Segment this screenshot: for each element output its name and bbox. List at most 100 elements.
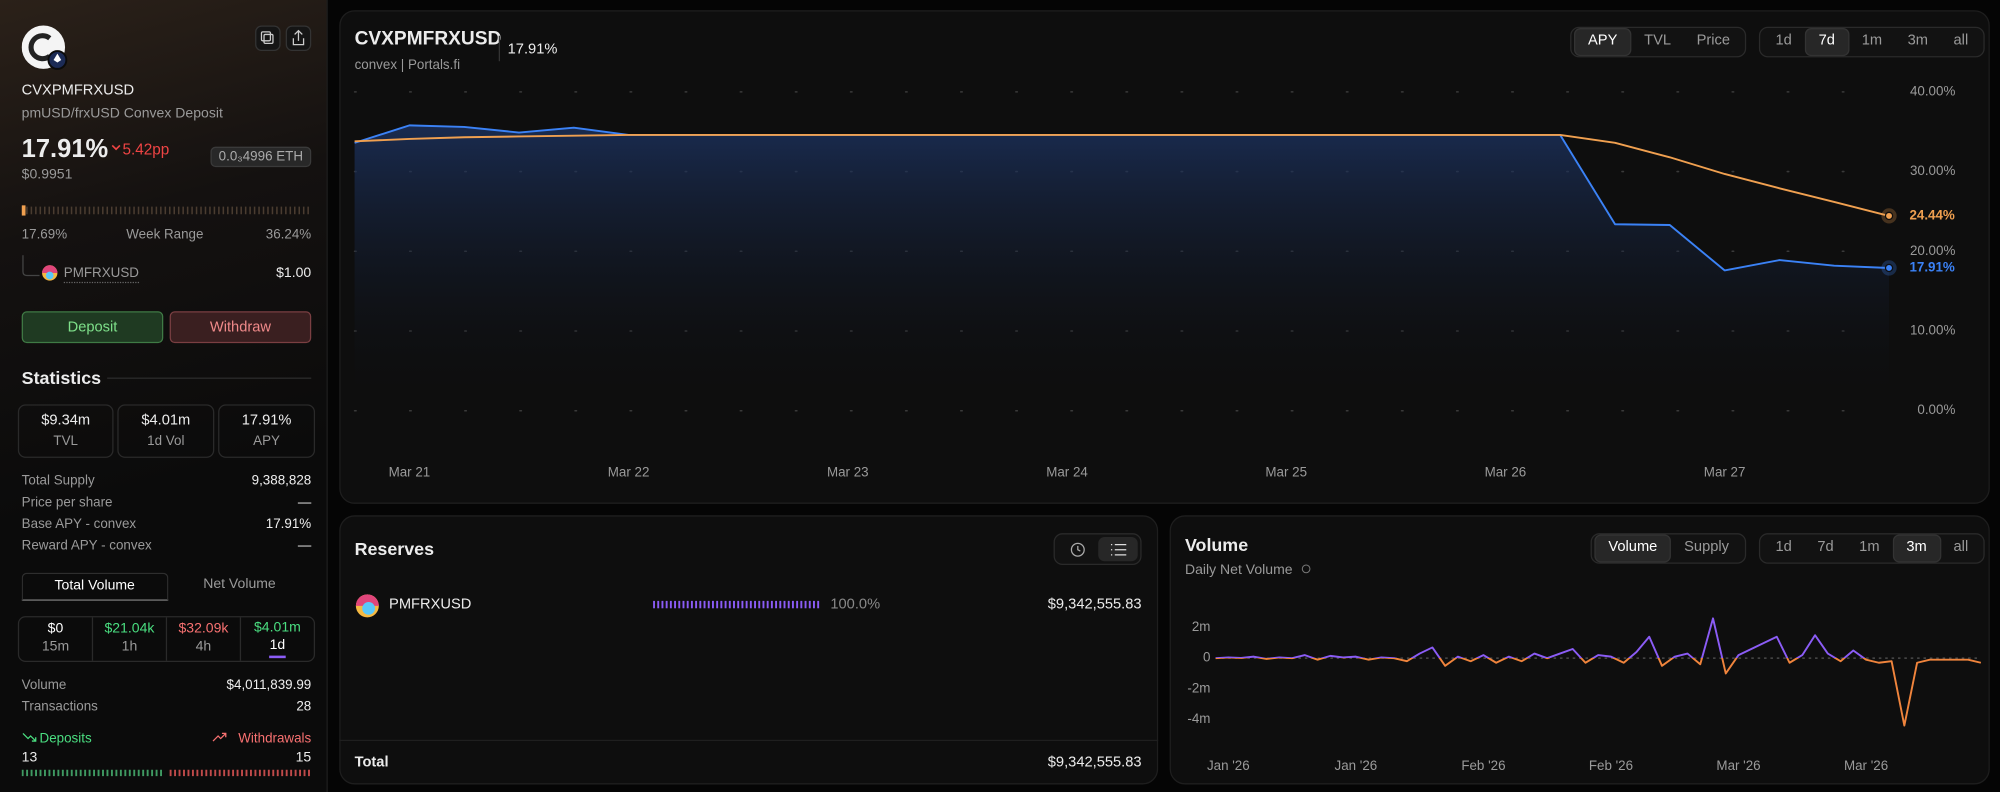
deposit-icon bbox=[22, 732, 37, 742]
stat-label: 1d Vol bbox=[147, 433, 185, 449]
info-icon[interactable] bbox=[1301, 564, 1311, 574]
tab-button[interactable]: all bbox=[1953, 539, 1969, 556]
volume-period-tabs: 1d 7d 1m 3m all bbox=[1758, 533, 1985, 564]
tab-button[interactable]: Volume bbox=[1594, 534, 1672, 563]
x-tick-label: Mar 23 bbox=[827, 465, 869, 480]
underlying-price: $1.00 bbox=[276, 265, 312, 281]
stat-row: Base APY - convex 17.91% bbox=[22, 517, 312, 539]
separator bbox=[498, 35, 500, 62]
x-tick-label: Mar '26 bbox=[1716, 758, 1760, 773]
area bbox=[354, 125, 1890, 411]
apy-change: 5.42pp bbox=[122, 140, 170, 159]
tab-button[interactable]: 1d bbox=[1775, 539, 1792, 556]
symbol: CVXPMFRXUSD bbox=[21, 82, 135, 99]
row-value: — bbox=[297, 494, 312, 511]
deposit-count: 13 bbox=[21, 749, 38, 766]
sidebar bbox=[0, 0, 328, 792]
tab-button[interactable]: Supply bbox=[1684, 539, 1729, 556]
tab-button[interactable]: 3m bbox=[1892, 534, 1941, 563]
x-tick-label: Feb '26 bbox=[1589, 758, 1633, 773]
period-cell[interactable]: $0 15m bbox=[19, 617, 92, 660]
y-tick-label: 2m bbox=[1192, 619, 1211, 634]
tab-button[interactable]: 1d bbox=[1775, 33, 1792, 49]
end-point bbox=[1884, 211, 1894, 221]
share-button[interactable] bbox=[285, 25, 312, 52]
history-button[interactable] bbox=[1057, 540, 1098, 558]
metric-tabs: APY TVL Price bbox=[1570, 26, 1747, 58]
period-cells: $0 15m $21.04k 1h $32.09k 4h $4.01m 1d bbox=[17, 616, 316, 662]
tab-button[interactable]: APY bbox=[1573, 28, 1632, 56]
line bbox=[354, 133, 1890, 217]
period-label: 4h bbox=[195, 638, 212, 654]
row-label: Volume bbox=[21, 677, 67, 693]
volume-tab[interactable]: Net Volume bbox=[203, 576, 276, 592]
total-label: Total bbox=[354, 755, 389, 771]
x-tick-label: Feb '26 bbox=[1461, 758, 1505, 773]
stat-value: $4.01m bbox=[141, 412, 191, 428]
withdrawal-count: 15 bbox=[295, 749, 312, 766]
tab-button[interactable]: all bbox=[1953, 33, 1969, 49]
period-value: $32.09k bbox=[178, 620, 229, 636]
apy: 17.91% bbox=[21, 135, 109, 164]
tab-button[interactable]: 7d bbox=[1817, 539, 1834, 556]
statistics-title: Statistics bbox=[21, 367, 102, 388]
period-cell[interactable]: $32.09k 4h bbox=[165, 617, 240, 661]
x-tick-label: Mar 22 bbox=[608, 465, 650, 480]
x-tick-label: Mar 25 bbox=[1265, 465, 1307, 480]
volume-subtitle: Daily Net Volume bbox=[1184, 562, 1293, 578]
reserves-card bbox=[339, 515, 1159, 785]
withdraw-button[interactable]: Withdraw bbox=[169, 311, 312, 344]
volume-tab[interactable]: Total Volume bbox=[21, 572, 168, 601]
underlying-symbol[interactable]: PMFRXUSD bbox=[63, 265, 139, 283]
tab-button[interactable]: 1m bbox=[1859, 539, 1880, 556]
list-button[interactable] bbox=[1098, 536, 1138, 562]
eth-price: 0.0₃4996 ETH bbox=[210, 146, 312, 168]
x-tick-label: Mar '26 bbox=[1844, 758, 1888, 773]
copy-icon bbox=[260, 31, 274, 45]
line bbox=[1215, 617, 1982, 727]
row-label: Base APY - convex bbox=[21, 516, 137, 532]
period-label: 1d bbox=[269, 638, 286, 658]
row-value: $4,011,839.99 bbox=[226, 677, 312, 693]
divider bbox=[339, 739, 1159, 742]
range-low: 17.69% bbox=[21, 227, 68, 243]
stat-cards: $9.34m TVL $4.01m 1d Vol 17.91% APY bbox=[17, 404, 316, 458]
summary-rows: Volume $4,011,839.99 Transactions 28 bbox=[22, 677, 312, 720]
summary-row: Volume $4,011,839.99 bbox=[22, 677, 312, 699]
history-icon bbox=[1070, 542, 1085, 557]
reserve-value: $9,342,555.83 bbox=[1047, 596, 1142, 613]
total-value: $9,342,555.83 bbox=[1047, 755, 1142, 771]
x-tick-label: Jan '26 bbox=[1335, 758, 1378, 773]
x-tick-label: Jan '26 bbox=[1207, 758, 1250, 773]
row-value: — bbox=[297, 538, 312, 554]
range-bar bbox=[21, 205, 312, 216]
range-high: 36.24% bbox=[265, 227, 312, 243]
volume-tabs: Total Volume Net Volume bbox=[21, 572, 312, 601]
deposit-button[interactable]: Deposit bbox=[21, 311, 164, 344]
copy-button[interactable] bbox=[255, 25, 281, 52]
tab-button[interactable]: 1m bbox=[1861, 33, 1883, 49]
period-cell[interactable]: $4.01m 1d bbox=[239, 617, 314, 661]
tab-button[interactable]: 3m bbox=[1907, 33, 1929, 49]
current-value: 17.91% bbox=[507, 42, 558, 58]
tab-button[interactable]: 7d bbox=[1804, 28, 1849, 56]
stat-value: 17.91% bbox=[241, 412, 292, 428]
reserve-token-icon bbox=[355, 594, 379, 618]
reserve-share: 100.0% bbox=[830, 596, 881, 613]
withdraw-icon bbox=[212, 732, 227, 742]
stat-value: $9.34m bbox=[41, 412, 91, 428]
token-logo bbox=[21, 25, 68, 70]
volume-title: Volume bbox=[1184, 534, 1249, 555]
period-cell[interactable]: $21.04k 1h bbox=[91, 617, 166, 661]
tab-button[interactable]: Price bbox=[1696, 33, 1730, 49]
range-label: Week Range bbox=[126, 227, 204, 243]
y-tick-label: 0.00% bbox=[1917, 402, 1955, 417]
y-tick-label: -2m bbox=[1187, 680, 1210, 695]
stat-rows: Total Supply 9,388,828 Price per share — Bas… bbox=[22, 473, 312, 560]
stat-label: APY bbox=[253, 433, 280, 449]
underlying-connector bbox=[22, 255, 58, 281]
row-value: 9,388,828 bbox=[251, 473, 312, 489]
tab-button[interactable]: TVL bbox=[1644, 33, 1672, 49]
y-tick-label: 10.00% bbox=[1910, 323, 1955, 338]
